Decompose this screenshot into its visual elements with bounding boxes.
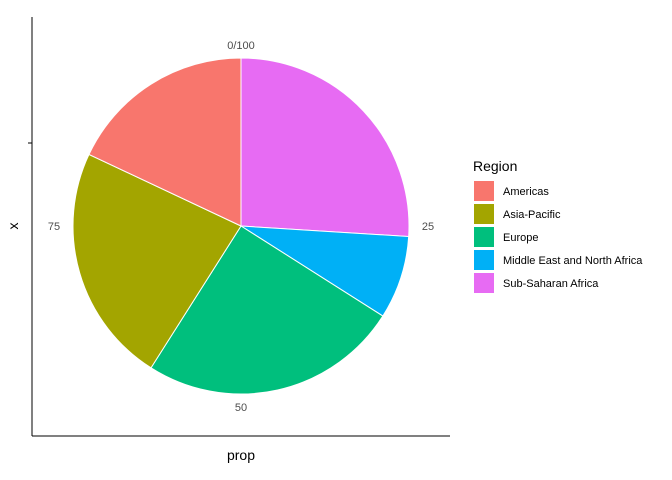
- legend-key-americas: [474, 181, 494, 201]
- legend-key-sub-saharan-africa: [474, 273, 494, 293]
- legend-key-asia-pacific: [474, 204, 494, 224]
- legend: Region Americas Asia-Pacific Europe Middle …: [473, 158, 643, 293]
- pie-slice-sub-saharan-africa: [240, 57, 410, 238]
- x-axis-title: prop: [227, 447, 255, 463]
- legend-label-sub-saharan-africa: Sub-Saharan Africa: [503, 278, 599, 290]
- legend-title: Region: [473, 158, 517, 174]
- legend-key-europe: [474, 227, 494, 247]
- legend-label-middle-east-and-north-africa: Middle East and North Africa: [503, 255, 643, 267]
- y-axis-title: x: [5, 223, 21, 230]
- pie-slice-europe: [150, 225, 384, 395]
- theta-tick-label: 75: [48, 221, 60, 233]
- theta-tick-label: 0/100: [227, 40, 255, 52]
- legend-label-europe: Europe: [503, 232, 538, 244]
- theta-tick-labels: 0/100 25 50 75: [48, 40, 434, 414]
- theta-tick-label: 50: [235, 402, 247, 414]
- legend-label-americas: Americas: [503, 186, 549, 198]
- legend-key-middle-east-and-north-africa: [474, 250, 494, 270]
- pie-slice-asia-pacific: [72, 153, 242, 369]
- theta-tick-label: 25: [422, 221, 434, 233]
- pie-slice-americas: [88, 57, 242, 227]
- pie-slices: [72, 57, 410, 395]
- legend-label-asia-pacific: Asia-Pacific: [503, 209, 561, 221]
